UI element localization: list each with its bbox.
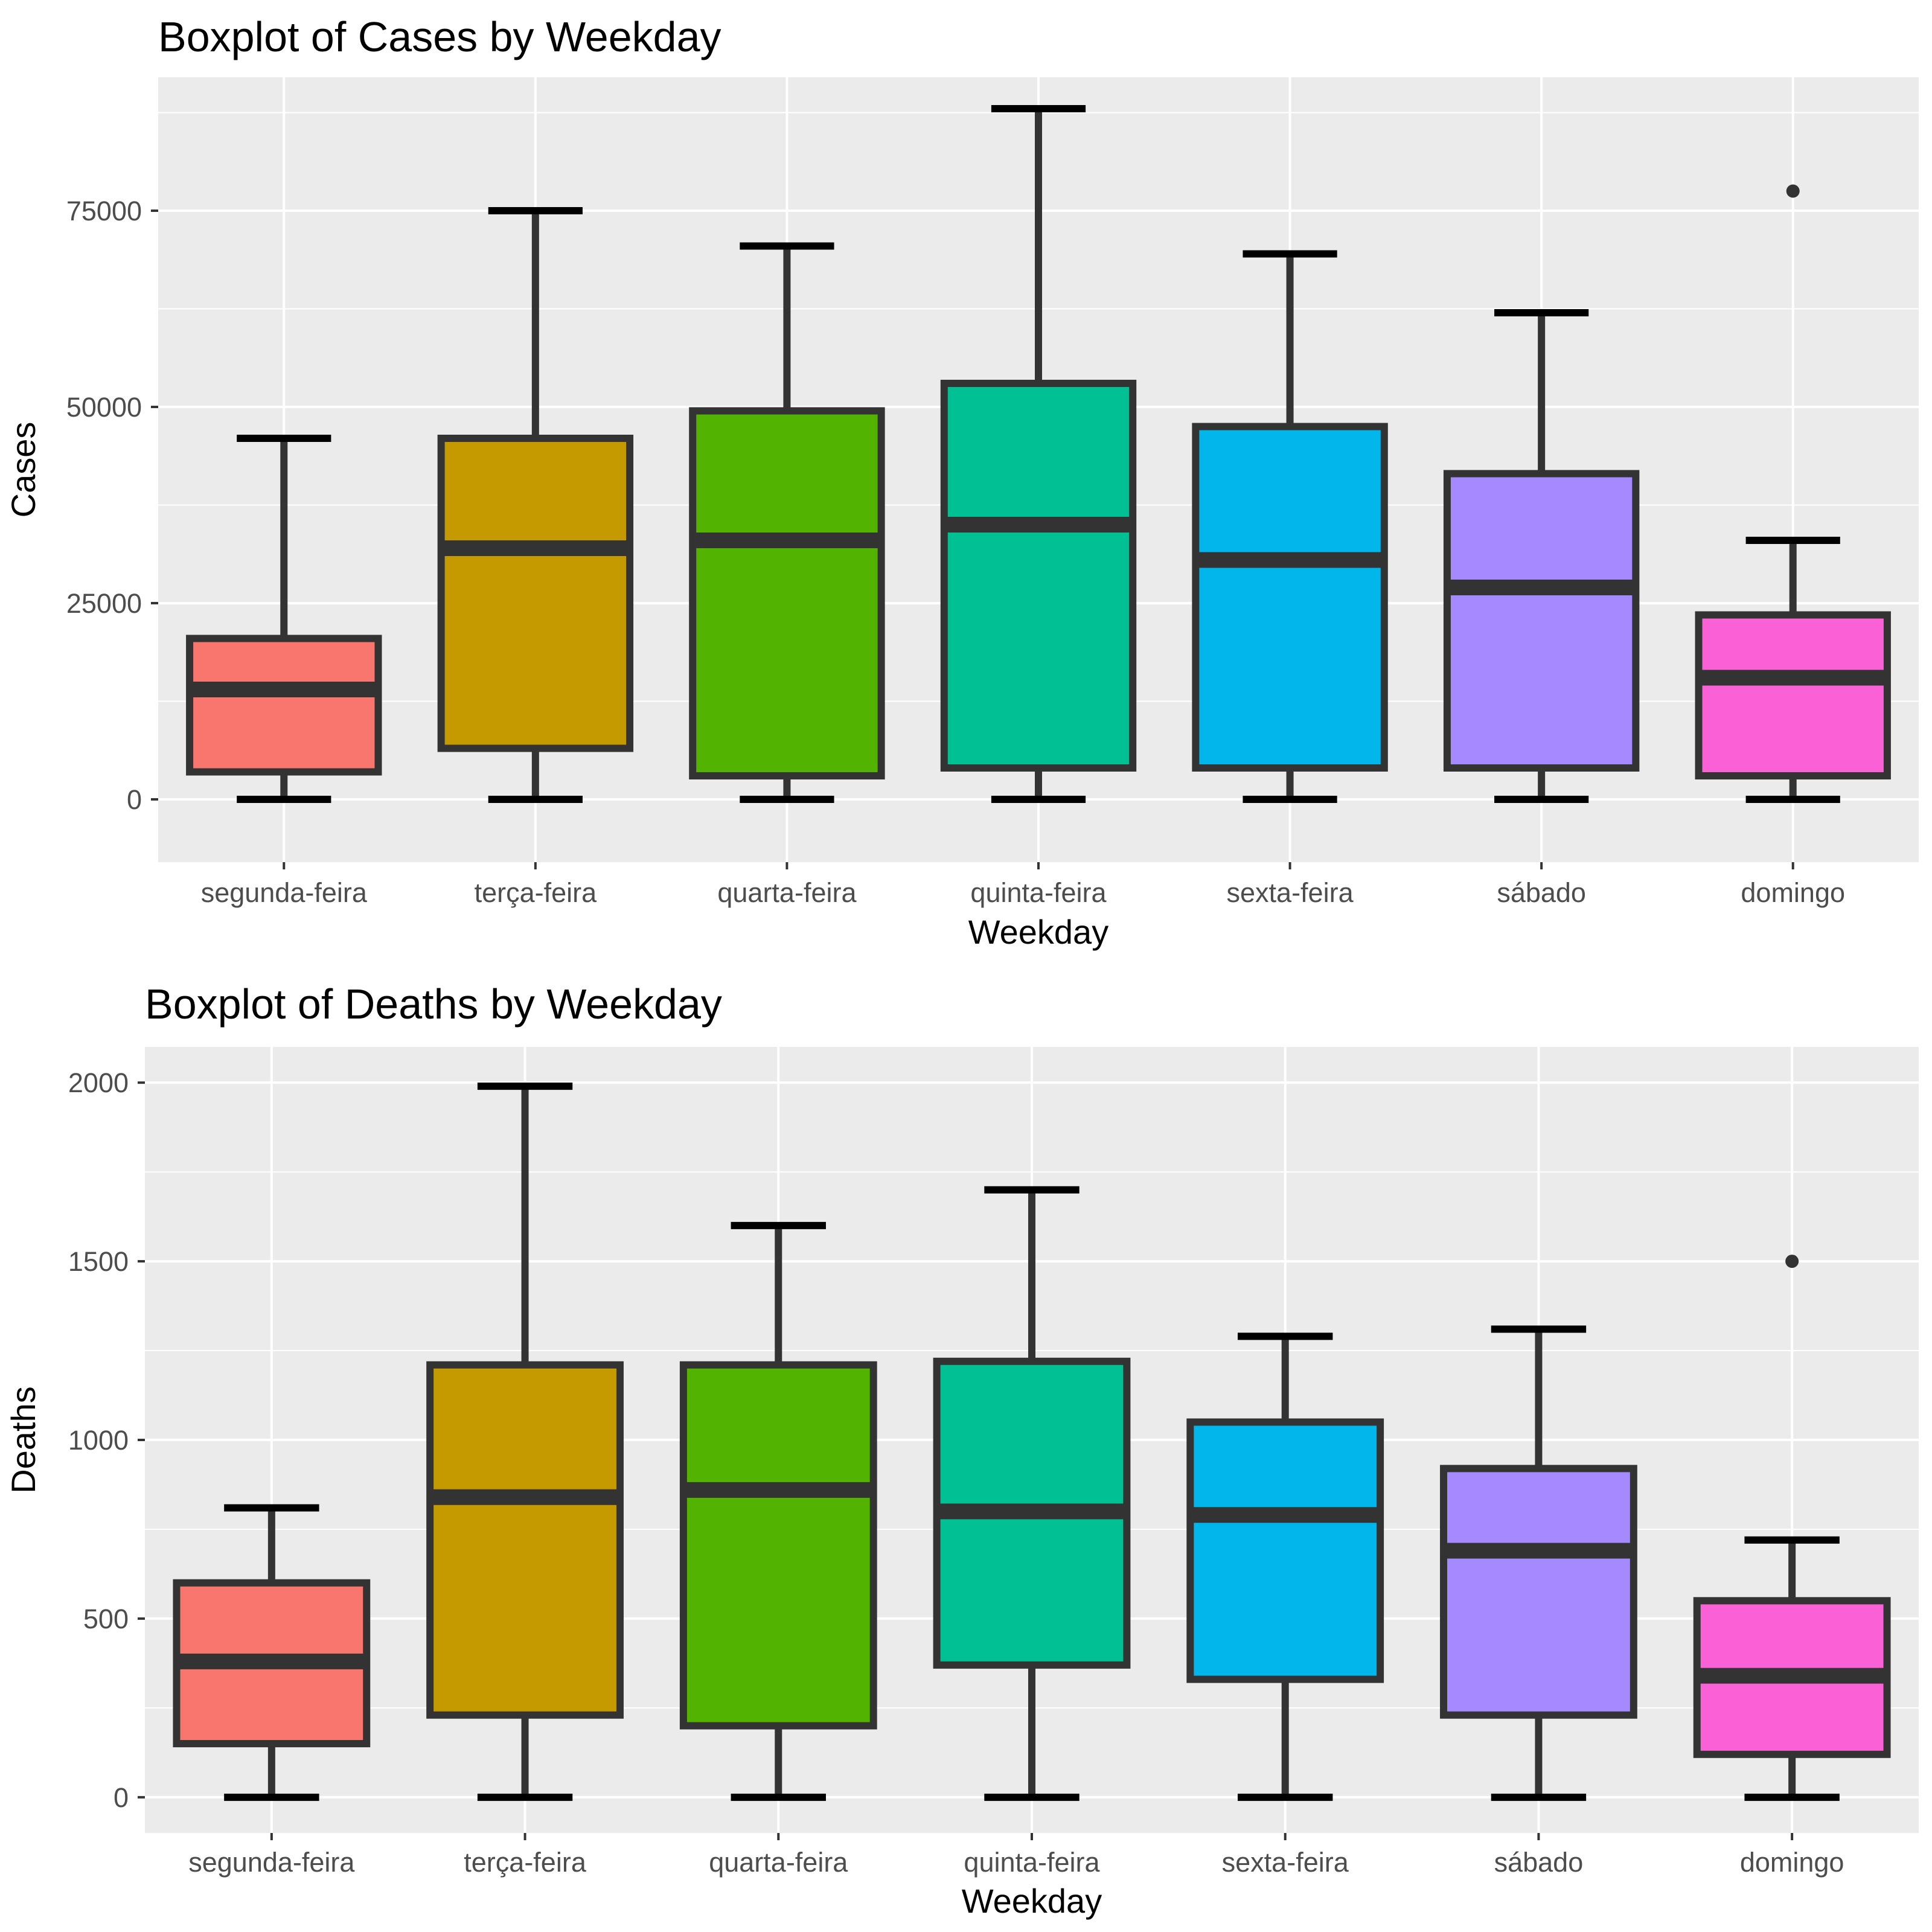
x-tick-label: sexta-feira [1222, 1847, 1349, 1878]
box-segunda-feira [186, 435, 382, 803]
box-iqr [1186, 1418, 1384, 1683]
chart-title: Boxplot of Cases by Weekday [158, 13, 721, 60]
box-quinta-feira [933, 1186, 1131, 1801]
y-axis-title: Deaths [4, 1386, 42, 1493]
x-tick-label: segunda-feira [188, 1847, 355, 1878]
x-tick-label: domingo [1740, 1847, 1844, 1878]
box-terça-feira [426, 1083, 624, 1801]
box-sábado [1443, 309, 1640, 803]
box-iqr [437, 435, 634, 752]
box-iqr [689, 407, 885, 779]
box-iqr [426, 1361, 624, 1719]
x-tick-label: quarta-feira [717, 877, 857, 908]
chart-panel-1: 0 25000 50000 75000 segunda-feira terça-feira… [4, 13, 1919, 951]
y-tick-label: 2000 [68, 1067, 129, 1098]
x-tick-label: segunda-feira [201, 877, 368, 908]
y-tick-label: 1500 [68, 1246, 129, 1277]
x-tick-label: domingo [1741, 877, 1845, 908]
box-domingo [1693, 1255, 1891, 1801]
box-iqr [1443, 470, 1640, 772]
box-domingo [1695, 184, 1891, 803]
box-segunda-feira [173, 1504, 371, 1801]
y-tick-label: 75000 [66, 196, 142, 226]
outlier-point [1786, 184, 1800, 198]
box-quinta-feira [940, 105, 1137, 803]
y-tick-label: 0 [114, 1782, 129, 1813]
box-iqr [1440, 1465, 1637, 1719]
chart-panel-2: 0 500 1000 1500 2000 segunda-feira terça-feira… [4, 980, 1919, 1920]
y-axis-title: Cases [4, 422, 42, 518]
x-tick-label: quinta-feira [970, 877, 1107, 908]
x-tick-label: sábado [1497, 877, 1586, 908]
outlier-point [1785, 1255, 1799, 1268]
y-tick-label: 25000 [66, 588, 142, 619]
box-sexta-feira [1186, 1332, 1384, 1801]
x-tick-label: quinta-feira [964, 1847, 1100, 1878]
box-quarta-feira [679, 1221, 877, 1801]
box-quarta-feira [689, 242, 885, 803]
box-iqr [1695, 611, 1891, 779]
box-terça-feira [437, 207, 634, 803]
box-sábado [1440, 1325, 1637, 1801]
x-tick-label: quarta-feira [709, 1847, 848, 1878]
box-iqr [940, 380, 1137, 772]
x-axis-title: Weekday [968, 913, 1108, 951]
box-iqr [1192, 423, 1388, 772]
x-tick-label: terça-feira [464, 1847, 587, 1878]
x-tick-label: sábado [1494, 1847, 1584, 1878]
box-iqr [679, 1361, 877, 1730]
y-tick-label: 50000 [66, 392, 142, 423]
x-tick-label: sexta-feira [1227, 877, 1354, 908]
x-tick-label: terça-feira [475, 877, 598, 908]
x-axis-title: Weekday [962, 1882, 1102, 1920]
box-sexta-feira [1192, 250, 1388, 803]
y-tick-label: 0 [127, 784, 142, 815]
y-tick-label: 1000 [68, 1425, 129, 1456]
y-tick-label: 500 [83, 1604, 129, 1634]
box-iqr [186, 635, 382, 776]
chart-title: Boxplot of Deaths by Weekday [145, 980, 722, 1028]
